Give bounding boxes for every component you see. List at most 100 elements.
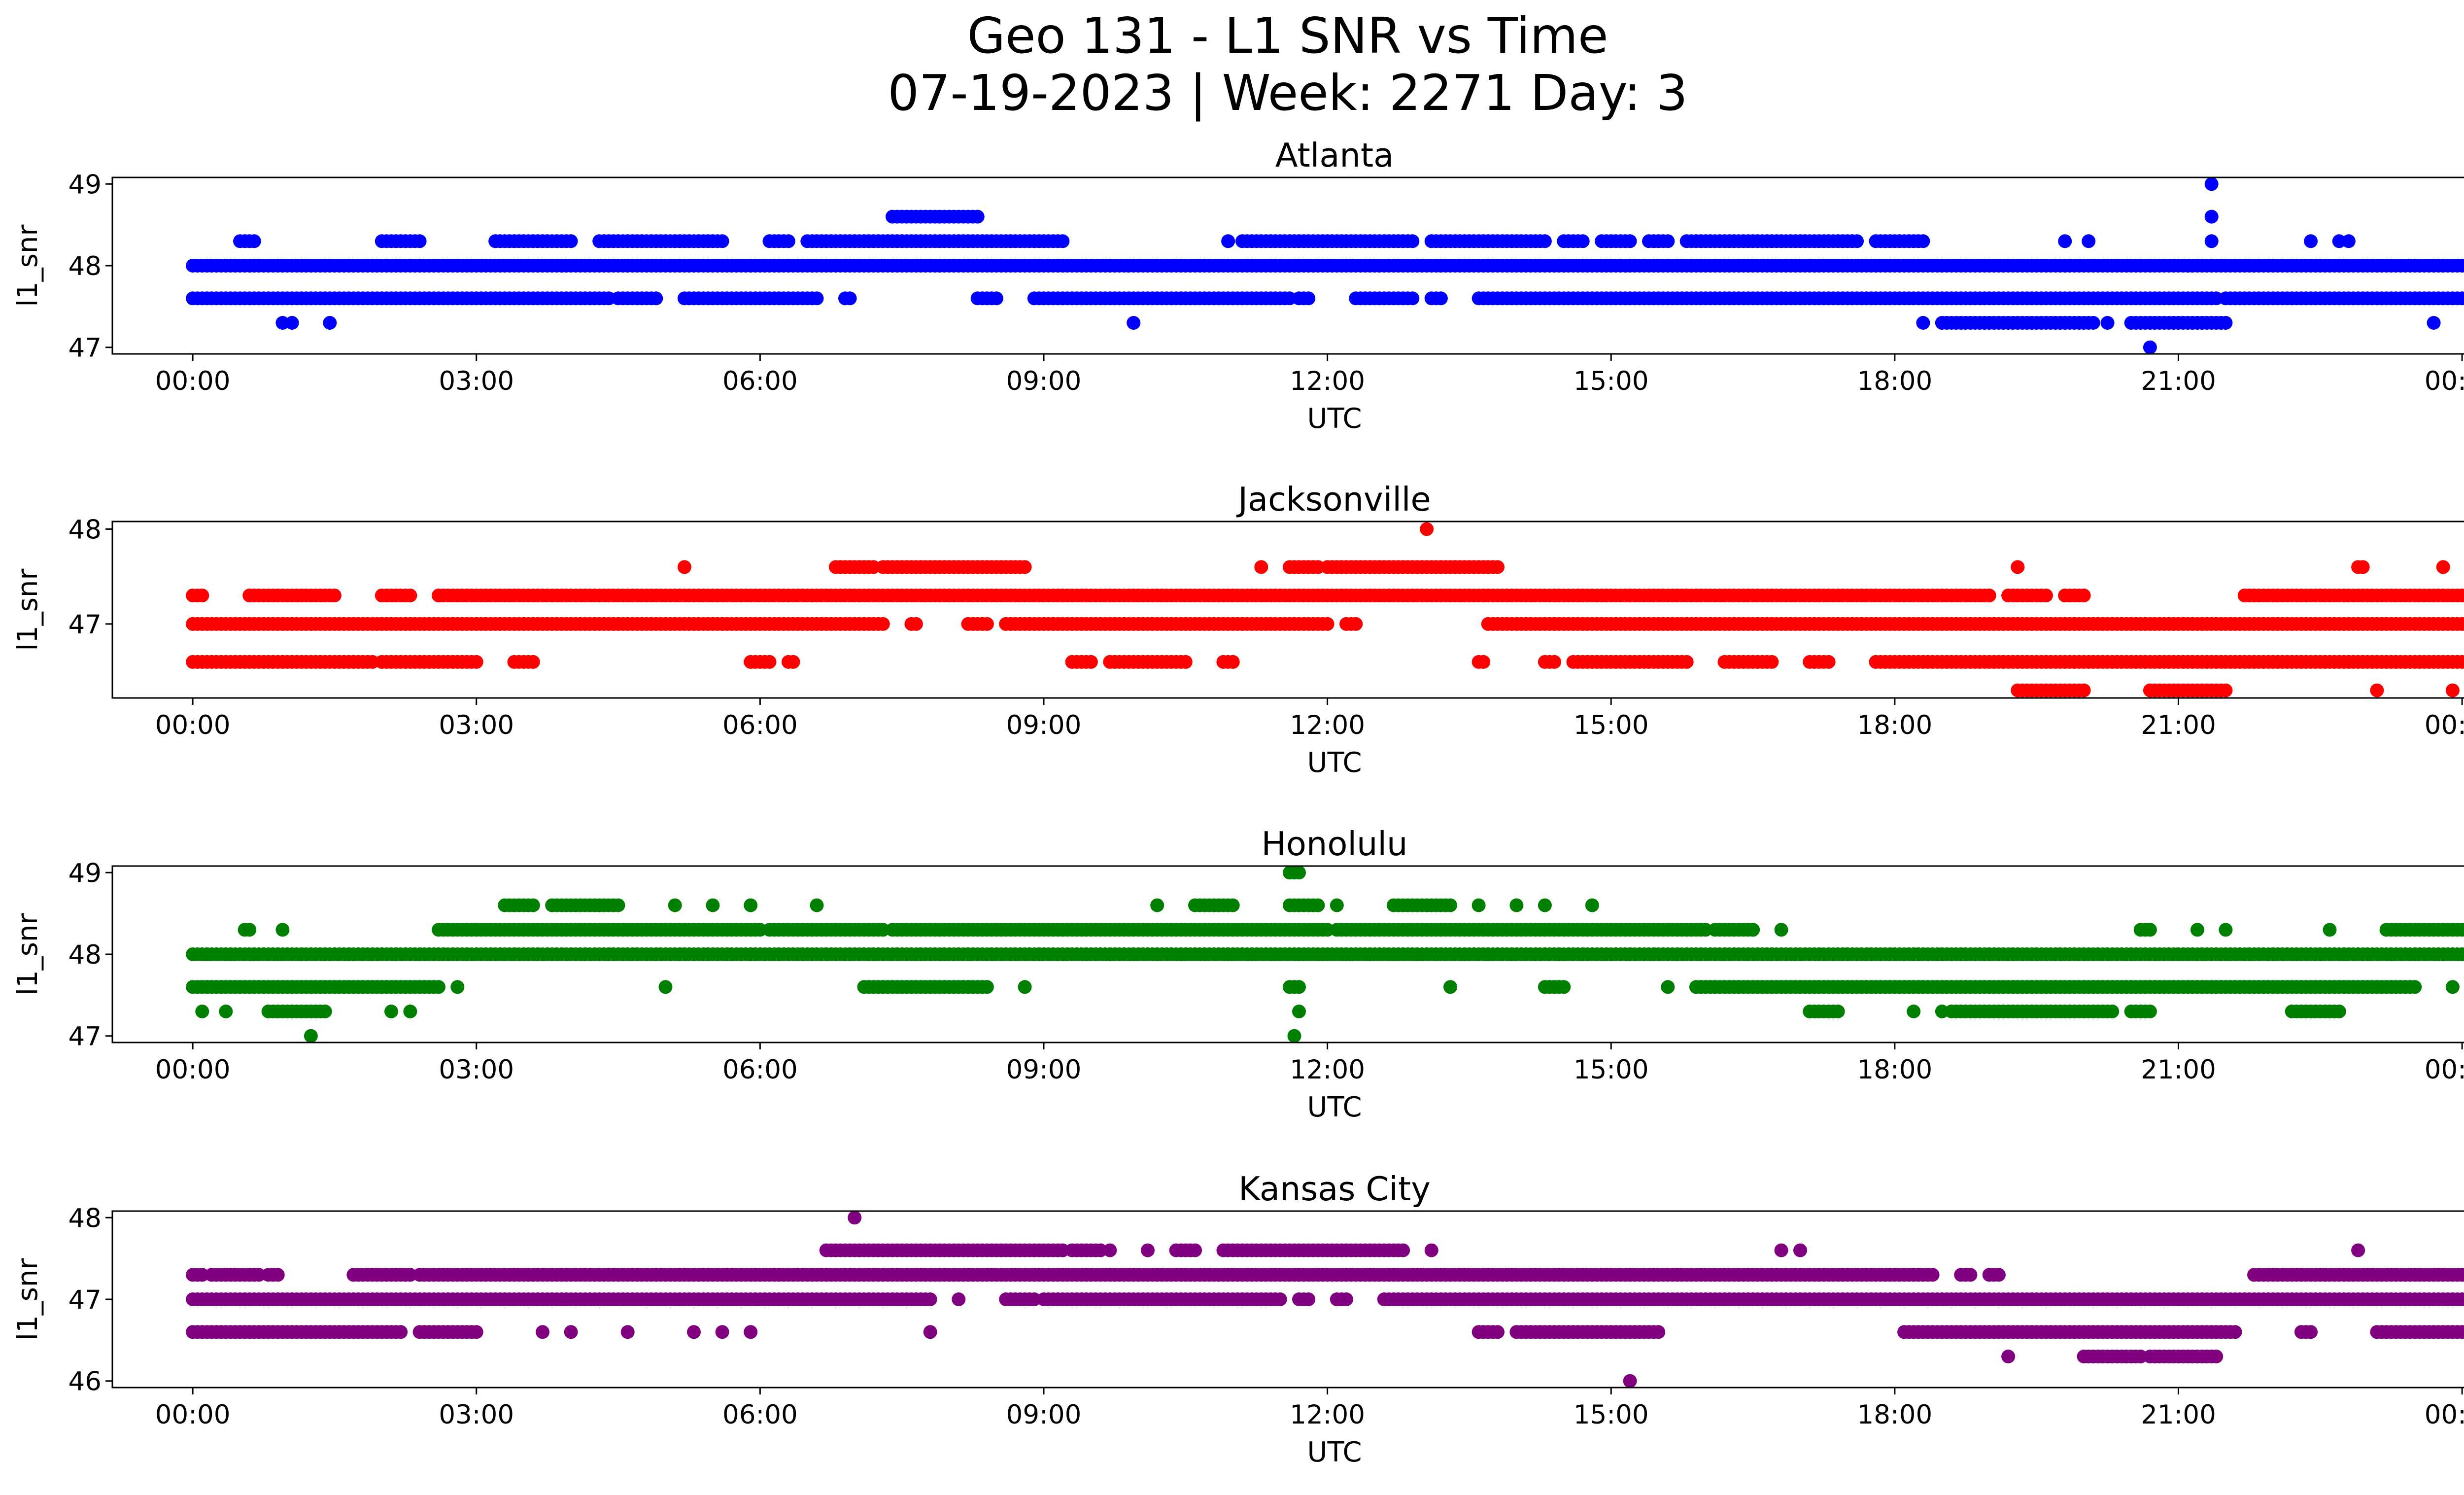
data-point <box>1982 589 1996 603</box>
data-point <box>1623 234 1637 248</box>
data-point <box>952 1292 966 1306</box>
y-tick-label: 47 <box>68 1022 102 1052</box>
data-point <box>781 234 795 248</box>
data-point <box>1094 1243 1108 1257</box>
data-point <box>1907 1005 1921 1018</box>
data-point <box>403 1268 417 1282</box>
data-point <box>1793 1243 1807 1257</box>
x-tick-label: 00:00 <box>2425 1400 2464 1430</box>
data-point <box>304 1029 318 1043</box>
x-tick-label: 06:00 <box>722 1400 798 1430</box>
data-point <box>1150 898 1164 912</box>
data-point <box>2408 980 2422 994</box>
data-point <box>2445 980 2460 994</box>
x-tick-label: 00:00 <box>155 1400 231 1430</box>
x-tick-label: 12:00 <box>1290 710 1365 740</box>
x-tick-label: 03:00 <box>439 366 514 396</box>
data-point <box>1018 980 1032 994</box>
data-point <box>876 923 890 937</box>
x-tick-label: 21:00 <box>2141 710 2216 740</box>
data-point <box>564 1325 578 1339</box>
data-point <box>2204 177 2219 191</box>
data-point <box>195 589 209 603</box>
x-axis-label: UTC <box>1307 1091 1362 1123</box>
data-point <box>1287 1029 1301 1043</box>
data-point <box>658 980 673 994</box>
data-point <box>744 898 758 912</box>
subplot-title: Atlanta <box>1275 136 1394 174</box>
data-point <box>1585 898 1599 912</box>
data-point <box>403 1005 417 1018</box>
data-point <box>412 234 427 248</box>
x-tick-label: 00:00 <box>2425 366 2464 396</box>
x-axis-label: UTC <box>1307 403 1362 435</box>
data-point <box>285 316 299 330</box>
data-point <box>2341 234 2356 248</box>
data-point <box>2086 316 2100 330</box>
data-point <box>2323 923 2337 937</box>
data-point <box>1765 655 1779 669</box>
x-tick-label: 00:00 <box>2425 710 2464 740</box>
x-tick-label: 18:00 <box>1857 710 1932 740</box>
x-axis-label: UTC <box>1307 747 1362 779</box>
data-point <box>1103 1243 1117 1257</box>
data-point <box>1396 1243 1410 1257</box>
x-tick-label: 09:00 <box>1006 366 1082 396</box>
data-point <box>848 1211 862 1225</box>
x-tick-label: 15:00 <box>1574 1400 1649 1430</box>
data-point <box>323 316 337 330</box>
data-point <box>536 1325 549 1339</box>
data-point <box>2455 1325 2464 1339</box>
x-tick-label: 00:00 <box>155 710 231 740</box>
data-point <box>247 234 261 248</box>
x-tick-label: 15:00 <box>1574 1055 1649 1085</box>
data-point <box>1491 1325 1505 1339</box>
data-point <box>1273 1292 1287 1306</box>
data-point <box>909 617 923 631</box>
data-point <box>1472 898 1486 912</box>
data-point <box>1916 316 1930 330</box>
data-point <box>403 589 417 603</box>
data-point <box>649 291 663 306</box>
data-point <box>1424 1243 1438 1257</box>
x-tick-label: 12:00 <box>1290 366 1365 396</box>
subplot-title: Honolulu <box>1262 825 1408 863</box>
data-point <box>1831 1005 1845 1018</box>
data-point <box>1221 234 1235 248</box>
data-point <box>715 234 729 248</box>
data-point <box>677 560 691 574</box>
x-tick-label: 21:00 <box>2141 366 2216 396</box>
data-point <box>219 1005 233 1018</box>
data-point <box>2219 316 2233 330</box>
figure-title-line2: 07-19-2023 | Week: 2271 Day: 3 <box>888 64 1687 122</box>
axes-frame <box>111 521 2464 699</box>
data-point <box>1547 655 1562 669</box>
x-tick-label: 18:00 <box>1857 366 1932 396</box>
data-point <box>271 1268 285 1282</box>
x-tick-label: 15:00 <box>1574 710 1649 740</box>
data-point <box>2427 316 2441 330</box>
data-point <box>990 291 1003 306</box>
data-point <box>1557 980 1571 994</box>
data-point <box>2100 316 2115 330</box>
data-point <box>2219 683 2233 697</box>
data-point <box>2436 560 2450 574</box>
data-point <box>1699 923 1713 937</box>
subplot-grid: Atlanta 00:00 03:00 06:00 09:00 12:00 15:00 18:… <box>12 136 2464 1468</box>
data-point <box>2190 923 2204 937</box>
y-axis-label: l1_snr <box>12 568 44 651</box>
data-point <box>1661 234 1675 248</box>
data-point <box>762 655 777 669</box>
data-point <box>2455 947 2464 961</box>
data-point <box>2304 1325 2318 1339</box>
data-point <box>1226 898 1240 912</box>
data-point <box>2351 1243 2365 1257</box>
data-point <box>1935 1005 1949 1018</box>
data-point <box>2077 589 2091 603</box>
y-tick-label: 49 <box>68 170 102 200</box>
x-tick-label: 18:00 <box>1857 1400 1932 1430</box>
y-tick-label: 49 <box>68 858 102 888</box>
x-tick-label: 09:00 <box>1006 1400 1082 1430</box>
